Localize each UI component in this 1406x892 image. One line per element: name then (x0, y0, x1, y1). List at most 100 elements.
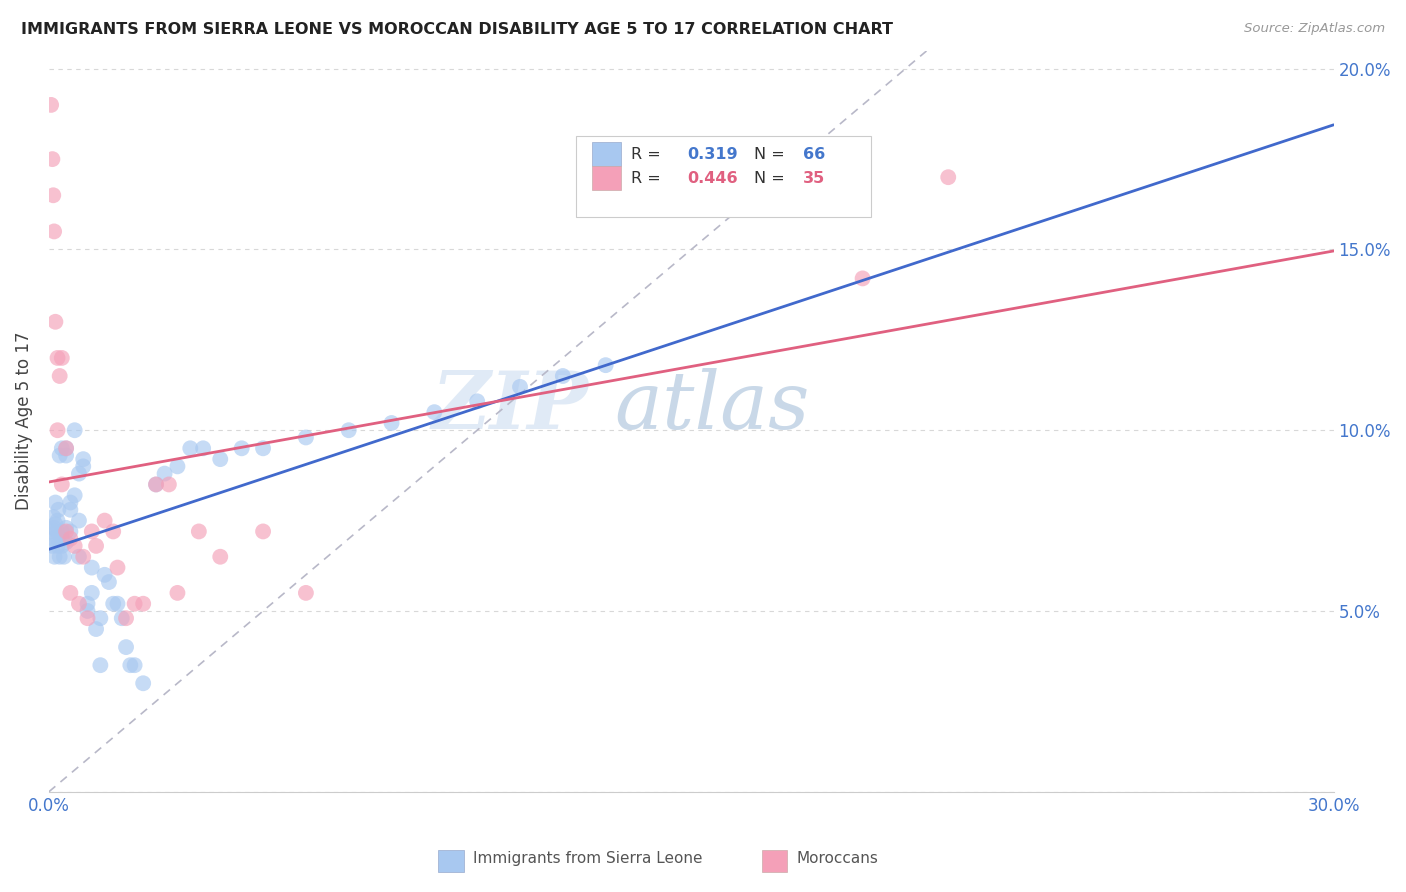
Point (52, 549, 75, 564)
Bar (592, 166, 620, 190)
Point (132, 676, 155, 690)
Point (166, 459, 188, 474)
Point (80, 560, 103, 574)
Point (107, 560, 129, 574)
Point (59, 586, 82, 600)
Point (153, 467, 176, 481)
Text: ZIP: ZIP (432, 368, 589, 445)
FancyBboxPatch shape (575, 136, 872, 218)
Point (46, 532, 69, 546)
Point (39, 524, 62, 539)
Point (48, 369, 70, 384)
Point (39, 98, 62, 112)
Point (51, 351, 73, 365)
Point (89, 658, 111, 673)
Point (231, 442, 253, 456)
Text: 0.446: 0.446 (688, 170, 738, 186)
Point (145, 477, 167, 491)
Point (157, 477, 180, 491)
Point (51, 477, 73, 491)
Point (44, 495, 66, 509)
Point (72, 549, 94, 564)
Point (124, 597, 146, 611)
Point (179, 442, 201, 456)
Point (46, 423, 69, 437)
Point (42, 224, 65, 238)
Y-axis label: Disability Age 5 to 17: Disability Age 5 to 17 (15, 332, 32, 510)
Point (67, 514, 90, 528)
Point (46, 514, 69, 528)
Point (80, 586, 103, 600)
Point (191, 442, 214, 456)
Point (44, 315, 66, 329)
Point (67, 467, 90, 481)
Point (48, 502, 70, 516)
Point (509, 380, 531, 394)
Point (59, 502, 82, 516)
Point (76, 611, 98, 625)
Point (48, 549, 70, 564)
Point (209, 452, 232, 467)
Point (51, 524, 73, 539)
Point (852, 271, 875, 285)
Point (42, 532, 65, 546)
Point (93, 514, 115, 528)
Point (63, 488, 86, 502)
Point (44, 517, 66, 532)
Point (89, 611, 111, 625)
Point (51, 539, 73, 553)
Point (67, 549, 90, 564)
Point (55, 442, 77, 456)
Point (45, 524, 67, 539)
Point (423, 405, 446, 419)
Point (295, 430, 318, 444)
Point (76, 604, 98, 618)
Point (187, 524, 209, 539)
Text: IMMIGRANTS FROM SIERRA LEONE VS MOROCCAN DISABILITY AGE 5 TO 17 CORRELATION CHAR: IMMIGRANTS FROM SIERRA LEONE VS MOROCCAN… (21, 22, 893, 37)
Text: N =: N = (754, 146, 790, 161)
Bar (592, 142, 620, 166)
Point (59, 524, 82, 539)
Text: 66: 66 (803, 146, 825, 161)
Point (115, 611, 138, 625)
Point (51, 532, 73, 546)
Text: 0.319: 0.319 (688, 146, 738, 161)
Point (46, 539, 69, 553)
Point (145, 477, 167, 491)
Point (59, 495, 82, 509)
Point (93, 567, 115, 582)
Text: Immigrants from Sierra Leone: Immigrants from Sierra Leone (474, 852, 703, 866)
Point (124, 658, 146, 673)
Point (84, 622, 107, 636)
Point (252, 442, 274, 456)
Point (84, 539, 107, 553)
Point (120, 658, 142, 673)
Point (209, 549, 232, 564)
Point (103, 597, 125, 611)
Point (465, 394, 488, 409)
Point (48, 449, 70, 463)
Point (46, 351, 69, 365)
Point (55, 535, 77, 549)
Point (41, 539, 63, 553)
Point (55, 524, 77, 539)
Point (337, 423, 360, 437)
Point (55, 449, 77, 463)
Text: N =: N = (754, 170, 790, 186)
Point (166, 586, 188, 600)
Point (380, 416, 402, 430)
Point (55, 521, 77, 535)
Text: R =: R = (631, 170, 666, 186)
Point (76, 597, 98, 611)
Point (42, 510, 65, 524)
Text: Moroccans: Moroccans (797, 852, 879, 866)
Point (63, 423, 86, 437)
Point (551, 369, 574, 384)
Point (936, 170, 959, 185)
Point (107, 597, 129, 611)
Point (97, 575, 120, 590)
Point (42, 521, 65, 535)
Text: atlas: atlas (614, 368, 810, 445)
Point (595, 358, 617, 372)
Point (72, 459, 94, 474)
